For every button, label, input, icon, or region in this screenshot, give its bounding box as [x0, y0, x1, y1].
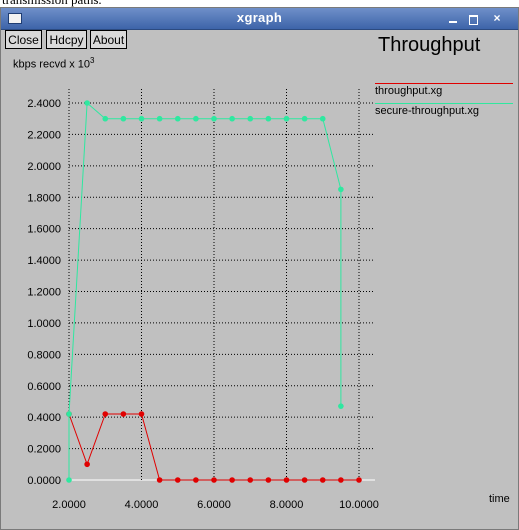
- data-point-0: [283, 477, 290, 483]
- y-axis-label-exponent: 3: [90, 56, 95, 65]
- data-point-0: [156, 477, 163, 483]
- data-point-1: [338, 186, 344, 193]
- data-point-1: [247, 115, 254, 122]
- data-point-1: [211, 115, 217, 122]
- y-tick-label: 0.6000: [27, 381, 61, 393]
- window-menu-icon[interactable]: [8, 13, 22, 24]
- y-tick-label: 1.2000: [27, 287, 61, 299]
- data-point-1: [265, 115, 272, 122]
- y-tick-label: 2.0000: [27, 161, 61, 173]
- data-point-1: [120, 115, 127, 122]
- minimize-button[interactable]: [445, 11, 461, 26]
- data-point-1: [66, 477, 72, 483]
- hdcpy-button[interactable]: Hdcpy: [46, 30, 87, 49]
- y-axis-label: kbps recvd x 103: [13, 56, 95, 71]
- data-point-1: [84, 100, 90, 106]
- data-point-1: [338, 403, 344, 409]
- y-tick-label: 0.0000: [27, 475, 61, 487]
- y-tick-label: 0.4000: [27, 412, 61, 424]
- x-tick-label: 10.0000: [339, 499, 379, 511]
- series-line-1: [68, 101, 342, 480]
- data-point-1: [319, 115, 326, 122]
- data-point-1: [156, 115, 163, 122]
- data-point-0: [138, 411, 145, 417]
- data-point-0: [211, 477, 217, 483]
- close-icon: ×: [493, 11, 501, 25]
- xgraph-window: xgraph × Close Hdcpy About Throughput kb…: [0, 7, 519, 530]
- maximize-icon: [469, 15, 478, 25]
- data-point-0: [102, 411, 109, 417]
- minimize-icon: [449, 21, 457, 23]
- data-point-0: [319, 477, 326, 483]
- data-point-0: [265, 477, 272, 483]
- plot-area: 0.0000 0.2000 0.4000 0.6000 0.8000 1.0000 1.20…: [27, 89, 379, 511]
- y-tick-label: 2.2000: [27, 129, 61, 141]
- y-tick-label: 1.0000: [27, 318, 61, 330]
- data-point-0: [301, 477, 308, 483]
- x-tick-label: 4.0000: [125, 499, 159, 511]
- caption-fragment: transmission paths.: [2, 0, 102, 8]
- chart-title: Throughput: [378, 34, 481, 56]
- x-tick-label: 8.0000: [270, 499, 304, 511]
- data-point-0: [84, 461, 90, 468]
- legend-item-secure-throughput: secure-throughput.xg: [375, 103, 515, 123]
- window-title: xgraph: [236, 10, 283, 25]
- legend-label-secure-throughput: secure-throughput.xg: [375, 105, 479, 117]
- y-tick-label: 1.6000: [27, 224, 61, 236]
- data-point-1: [66, 411, 72, 417]
- legend-item-throughput: throughput.xg: [375, 83, 515, 103]
- close-window-button[interactable]: ×: [489, 11, 505, 26]
- data-point-0: [229, 477, 235, 483]
- data-point-1: [283, 115, 290, 122]
- y-axis-label-text: kbps recvd x 10: [13, 58, 91, 71]
- data-point-1: [138, 115, 145, 122]
- legend-label-throughput: throughput.xg: [375, 85, 443, 97]
- data-point-1: [301, 115, 308, 122]
- maximize-button[interactable]: [465, 11, 481, 26]
- y-tick-label: 0.2000: [27, 444, 61, 456]
- about-button[interactable]: About: [90, 30, 127, 49]
- data-point-0: [356, 477, 362, 483]
- data-point-1: [229, 115, 235, 122]
- data-point-1: [102, 115, 109, 122]
- data-point-0: [120, 411, 127, 417]
- data-point-0: [247, 477, 254, 483]
- x-tick-label: 6.0000: [197, 499, 231, 511]
- data-point-0: [193, 477, 199, 483]
- legend-line-secure-throughput: [375, 103, 513, 104]
- x-axis-label: time: [489, 493, 510, 505]
- y-tick-label: 0.8000: [27, 349, 61, 361]
- title-bar[interactable]: xgraph ×: [1, 8, 518, 30]
- data-point-0: [174, 477, 181, 483]
- x-tick-label: 2.0000: [52, 499, 86, 511]
- y-tick-label: 1.4000: [27, 255, 61, 267]
- data-point-1: [193, 115, 199, 122]
- y-tick-label: 1.8000: [27, 192, 61, 204]
- y-tick-label: 2.4000: [27, 98, 61, 110]
- data-point-1: [174, 115, 181, 122]
- data-point-0: [338, 477, 344, 483]
- legend-line-throughput: [375, 83, 513, 84]
- close-button[interactable]: Close: [5, 30, 42, 49]
